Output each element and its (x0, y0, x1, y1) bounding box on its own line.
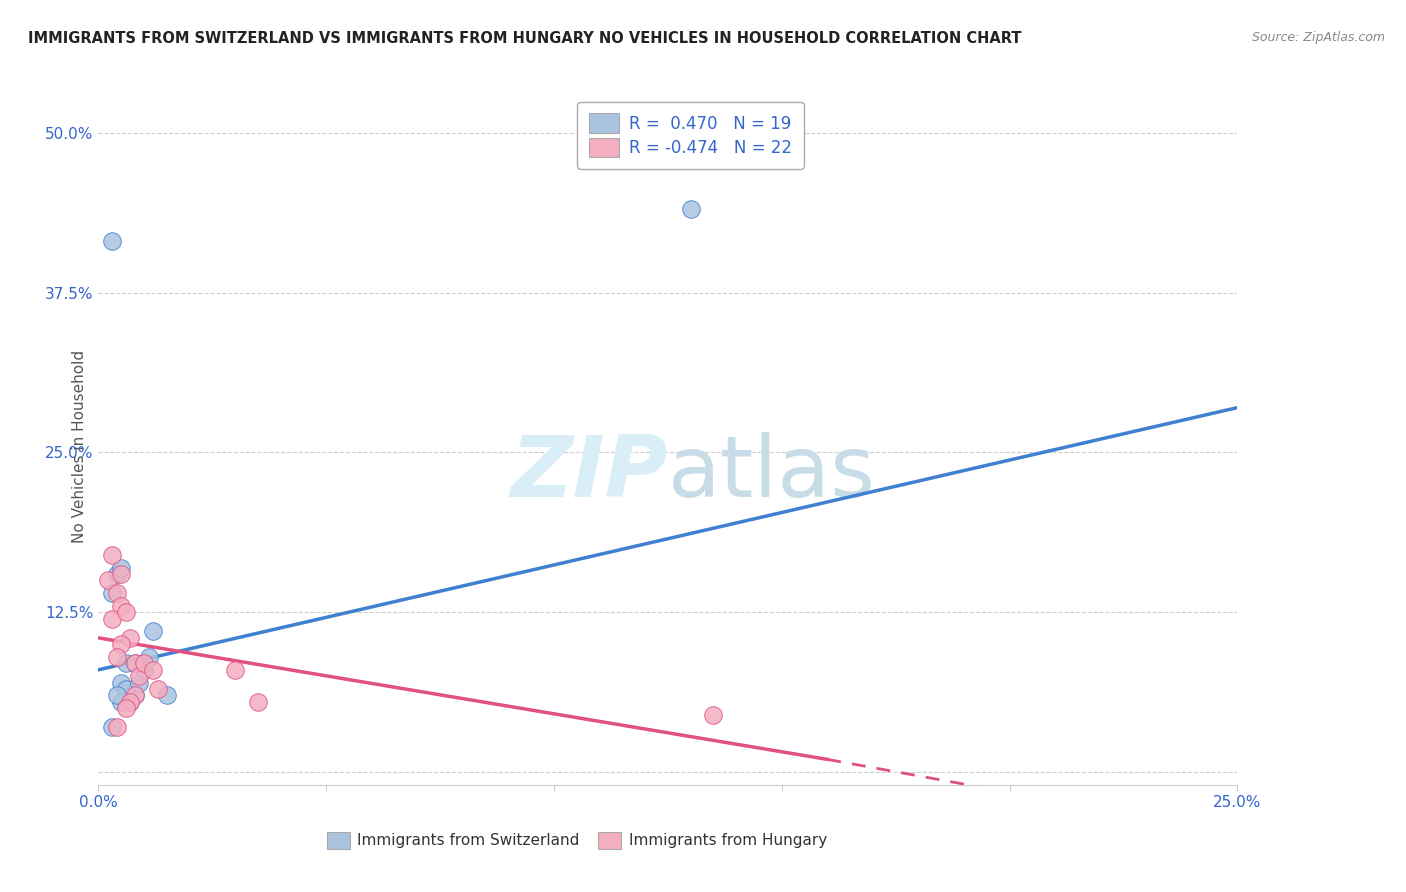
Point (128, 675, 150, 690)
Point (105, 566, 128, 581)
Point (101, 612, 124, 626)
Text: atlas: atlas (668, 432, 876, 515)
Point (96, 574, 118, 588)
Point (124, 689, 146, 703)
Point (101, 720, 124, 734)
Point (124, 657, 146, 671)
Point (101, 548, 124, 562)
Point (120, 695, 142, 709)
Point (702, 707, 724, 722)
Point (679, 202, 702, 217)
Point (142, 624, 165, 639)
Point (120, 631, 142, 645)
Text: ZIP: ZIP (510, 432, 668, 515)
Legend: Immigrants from Switzerland, Immigrants from Hungary: Immigrants from Switzerland, Immigrants … (321, 825, 832, 855)
Point (138, 650, 160, 665)
Text: Source: ZipAtlas.com: Source: ZipAtlas.com (1251, 31, 1385, 45)
Y-axis label: No Vehicles in Household: No Vehicles in Household (72, 350, 87, 542)
Point (110, 560, 132, 574)
Point (246, 695, 269, 709)
Point (101, 235, 124, 249)
Point (110, 566, 132, 581)
Point (120, 695, 142, 709)
Point (142, 663, 165, 677)
Point (110, 675, 132, 690)
Point (101, 586, 124, 600)
Point (110, 637, 132, 651)
Point (114, 657, 136, 671)
Point (224, 663, 246, 677)
Point (105, 650, 128, 665)
Point (105, 586, 128, 600)
Point (110, 695, 132, 709)
Point (132, 663, 155, 677)
Point (114, 605, 136, 619)
Point (114, 701, 136, 715)
Point (146, 681, 169, 696)
Point (105, 720, 128, 734)
Point (124, 657, 146, 671)
Point (128, 669, 150, 683)
Text: IMMIGRANTS FROM SWITZERLAND VS IMMIGRANTS FROM HUNGARY NO VEHICLES IN HOUSEHOLD : IMMIGRANTS FROM SWITZERLAND VS IMMIGRANT… (28, 31, 1022, 46)
Point (132, 657, 155, 671)
Point (156, 689, 179, 703)
Point (110, 599, 132, 613)
Point (105, 689, 128, 703)
Point (114, 681, 136, 696)
Point (124, 689, 146, 703)
